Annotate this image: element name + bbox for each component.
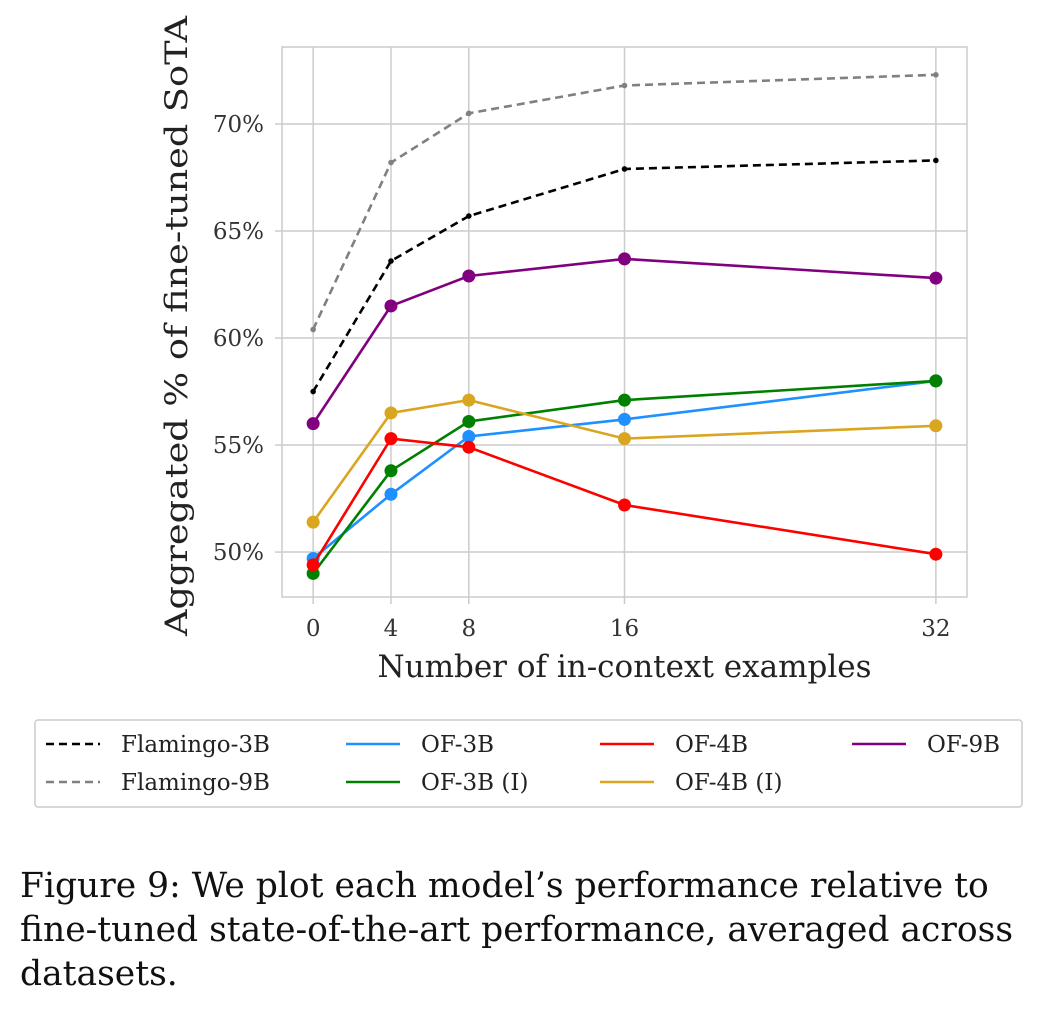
series-flamingo-3b bbox=[310, 157, 939, 395]
y-tick-label: 70% bbox=[213, 112, 264, 138]
legend-label: Flamingo-3B bbox=[121, 732, 270, 758]
legend-entry: OF-4B bbox=[600, 732, 748, 758]
y-tick-label: 60% bbox=[213, 326, 264, 352]
data-point bbox=[621, 82, 628, 89]
legend-label: OF-3B (I) bbox=[421, 770, 528, 796]
plot-frame bbox=[281, 46, 968, 598]
data-point bbox=[462, 440, 476, 454]
data-point bbox=[388, 159, 394, 166]
legend-label: OF-3B bbox=[421, 732, 494, 758]
data-point bbox=[388, 258, 394, 264]
legend-entry: OF-4B (I) bbox=[600, 770, 782, 796]
data-point bbox=[618, 393, 631, 407]
data-point bbox=[621, 166, 628, 172]
data-point bbox=[384, 299, 398, 313]
y-axis-title: Aggregated % of fine-tuned SoTA bbox=[159, 15, 195, 637]
x-tick-label: 16 bbox=[610, 616, 639, 642]
legend-entry: Flamingo-3B bbox=[46, 732, 270, 758]
legend-entry: Flamingo-9B bbox=[46, 770, 270, 796]
x-tick-label: 4 bbox=[384, 616, 399, 642]
data-point bbox=[462, 429, 476, 443]
series-flamingo-9b bbox=[310, 72, 939, 333]
data-point bbox=[384, 432, 398, 446]
series-of-4b bbox=[306, 432, 943, 572]
y-tick-label: 50% bbox=[213, 540, 264, 566]
data-point bbox=[929, 271, 943, 285]
data-point bbox=[618, 252, 631, 266]
legend-box bbox=[34, 719, 1023, 808]
line-chart: 0 4 8 16 32 50% 55% 60% 65% 70% Number of in-cont… bbox=[34, 15, 1023, 808]
data-point bbox=[306, 515, 320, 529]
y-tick-label: 65% bbox=[213, 219, 264, 245]
data-point bbox=[618, 432, 631, 446]
data-point bbox=[462, 269, 476, 283]
series-of-4b-i bbox=[306, 393, 943, 529]
y-tick-label: 55% bbox=[213, 433, 264, 459]
data-point bbox=[310, 326, 316, 333]
data-point bbox=[384, 487, 398, 501]
data-point bbox=[462, 393, 476, 407]
legend: Flamingo-3B OF-3B OF-4B OF-9B Flamingo-9B OF-… bbox=[34, 719, 1023, 808]
legend-label: OF-4B bbox=[675, 732, 748, 758]
data-point bbox=[929, 419, 943, 433]
data-point bbox=[462, 415, 476, 429]
data-point bbox=[310, 388, 316, 395]
legend-entry: OF-3B bbox=[346, 732, 494, 758]
x-tick-label: 32 bbox=[921, 616, 950, 642]
legend-label: OF-4B (I) bbox=[675, 770, 782, 796]
data-point bbox=[929, 547, 943, 561]
x-tick-label: 8 bbox=[461, 616, 476, 642]
legend-entry: OF-3B (I) bbox=[346, 770, 528, 796]
series-of-9b bbox=[306, 252, 943, 431]
tick-labels: 0 4 8 16 32 50% 55% 60% 65% 70% bbox=[213, 112, 951, 642]
data-point bbox=[306, 558, 320, 572]
data-point bbox=[466, 110, 472, 117]
x-axis-title: Number of in-context examples bbox=[377, 649, 871, 685]
figure-caption: Figure 9: We plot each model’s performan… bbox=[20, 866, 1014, 994]
data-point bbox=[466, 213, 472, 219]
series-lines bbox=[306, 72, 943, 580]
data-point bbox=[933, 72, 939, 78]
data-point bbox=[933, 157, 939, 164]
data-point bbox=[929, 374, 943, 388]
legend-entry: OF-9B bbox=[852, 732, 1000, 758]
data-point bbox=[306, 417, 320, 431]
legend-label: OF-9B bbox=[927, 732, 1000, 758]
data-point bbox=[618, 412, 631, 426]
data-point bbox=[384, 406, 398, 420]
data-point bbox=[384, 464, 398, 478]
x-tick-label: 0 bbox=[306, 616, 321, 642]
data-point bbox=[618, 498, 631, 512]
legend-label: Flamingo-9B bbox=[121, 770, 270, 796]
